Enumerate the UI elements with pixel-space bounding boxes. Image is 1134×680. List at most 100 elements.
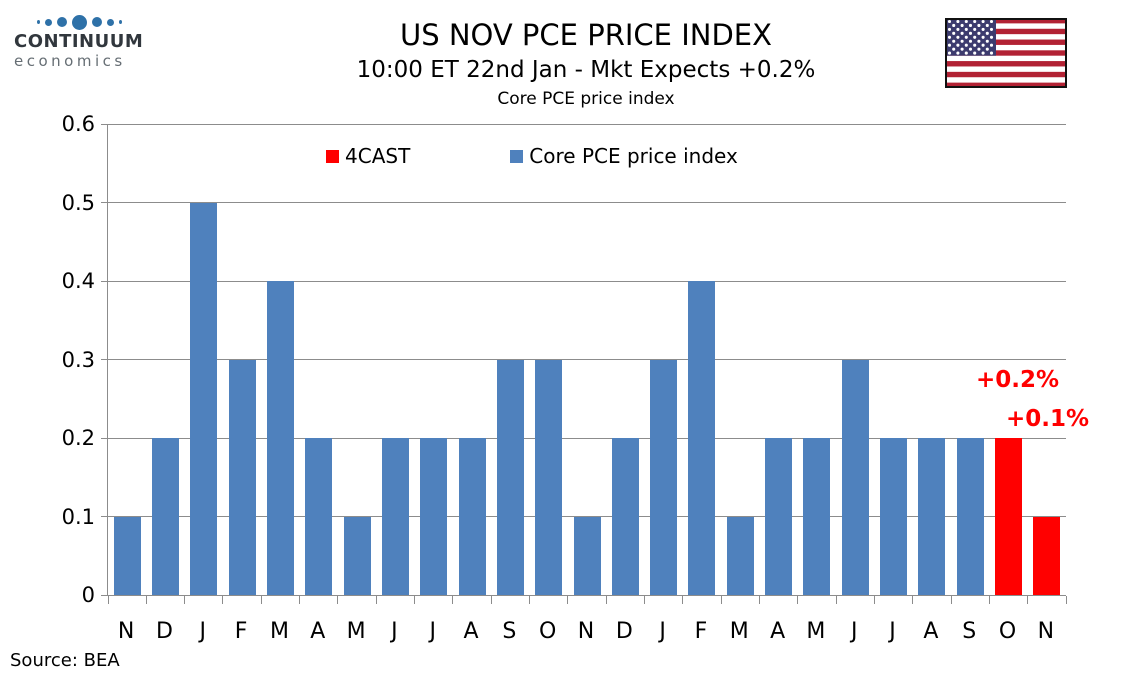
bar-a-21 [918,438,946,595]
gridline [108,202,1066,203]
legend-item: Core PCE price index [510,144,738,168]
y-axis-label: 0.1 [61,504,95,529]
bar-j-20 [880,438,908,595]
bar-j-2 [190,202,218,595]
x-axis-tick [145,596,147,604]
logo-dot [91,17,102,27]
x-axis-label: M [269,619,289,644]
gridline [108,123,1066,125]
logo-dot [44,18,52,26]
x-axis-label: S [962,619,977,644]
gridline [108,359,1066,360]
gridline [108,437,1066,439]
forecast-bar-n-24 [1033,516,1061,595]
y-axis-label: 0.4 [61,269,95,293]
x-axis-tick [835,596,837,604]
forecast-annotation-oct: +0.2% [976,367,1060,393]
bar-a-5 [305,438,333,595]
bar-m-6 [343,516,371,595]
bar-m-18 [803,438,831,595]
logo-dot [106,18,114,26]
x-axis-label: O [539,619,557,644]
x-axis-tick [107,596,109,604]
x-axis-label: J [659,619,666,644]
y-axis-tick [101,594,107,596]
source-note: Source: BEA [10,650,120,671]
bar-s-10 [496,359,524,595]
x-axis-label: J [199,619,207,644]
us-flag-icon [945,18,1067,88]
x-axis-tick [1065,596,1067,604]
x-axis-tick [682,596,684,604]
y-axis-label: 0 [81,583,95,607]
forecast-bar-o-23 [995,438,1023,595]
x-axis-tick [1027,596,1029,604]
x-axis-label: A [463,619,479,644]
bar-a-9 [458,438,486,595]
x-axis-label: J [429,619,436,644]
x-axis-label: O [998,619,1017,644]
y-axis-tick [101,123,107,125]
y-axis-label: 0.5 [61,190,95,215]
y-axis-tick [101,202,107,203]
x-axis-tick [643,596,645,604]
chart-series-label: Core PCE price index [497,89,675,109]
x-axis-tick [490,596,492,604]
x-axis-tick [299,596,301,604]
x-axis-label: J [391,619,398,644]
plot-area: 4CAST Core PCE price index +0.2% +0.1% [101,123,1089,604]
x-axis-tick [950,596,952,604]
bar-f-3 [228,359,256,595]
x-axis-tick [414,596,416,604]
bar-j-8 [420,438,448,595]
x-axis-label: D [615,619,633,644]
x-axis-label: A [923,619,939,644]
bar-s-22 [956,438,984,595]
bar-j-14 [650,359,678,595]
x-axis-label: A [310,619,326,644]
x-axis-label: M [806,619,826,644]
x-axis-tick [567,596,569,604]
legend-item: 4CAST [326,144,410,168]
bar-j-19 [841,359,869,595]
bar-j-7 [381,438,409,595]
x-axis-label: N [1037,619,1055,644]
x-axis-label: M [729,619,749,644]
bar-f-15 [688,281,716,595]
x-axis-tick [260,596,262,604]
logo-dot [118,20,122,24]
bar-o-11 [535,359,563,595]
logo-dots-icon [14,14,144,30]
legend-label: 4CAST [345,144,411,168]
y-axis-label: 0.2 [61,426,95,450]
y-axis-tick [101,359,107,360]
y-axis-tick [101,516,107,517]
x-axis-label: F [234,619,248,644]
bar-n-12 [573,516,601,595]
forecast-annotation-nov: +0.1% [1006,406,1090,432]
logo-subname: economics [14,52,126,70]
x-axis-tick [912,596,914,604]
x-axis-tick [337,596,339,604]
legend-swatch-icon [326,149,339,163]
gridline [108,280,1066,282]
logo-dot [36,20,40,24]
chart-title: US NOV PCE PRICE INDEX [400,18,772,52]
x-axis-tick [222,596,224,604]
x-axis-label: J [850,619,858,644]
bar-d-13 [611,438,639,595]
chart-subtitle: 10:00 ET 22nd Jan - Mkt Expects +0.2% [356,57,816,83]
x-axis-label: A [770,619,786,644]
x-axis-label: N [577,619,595,644]
x-axis-label: N [117,619,135,644]
y-axis-label: 0.6 [61,112,95,136]
logo-name: CONTINUUM [14,31,144,52]
x-axis-label: M [346,619,366,644]
y-axis-tick [101,437,107,439]
logo-dot [56,17,67,27]
chart-legend: 4CAST Core PCE price index [326,144,738,168]
x-axis-tick [452,596,454,604]
bar-d-1 [151,438,179,595]
x-axis-tick [184,596,186,604]
